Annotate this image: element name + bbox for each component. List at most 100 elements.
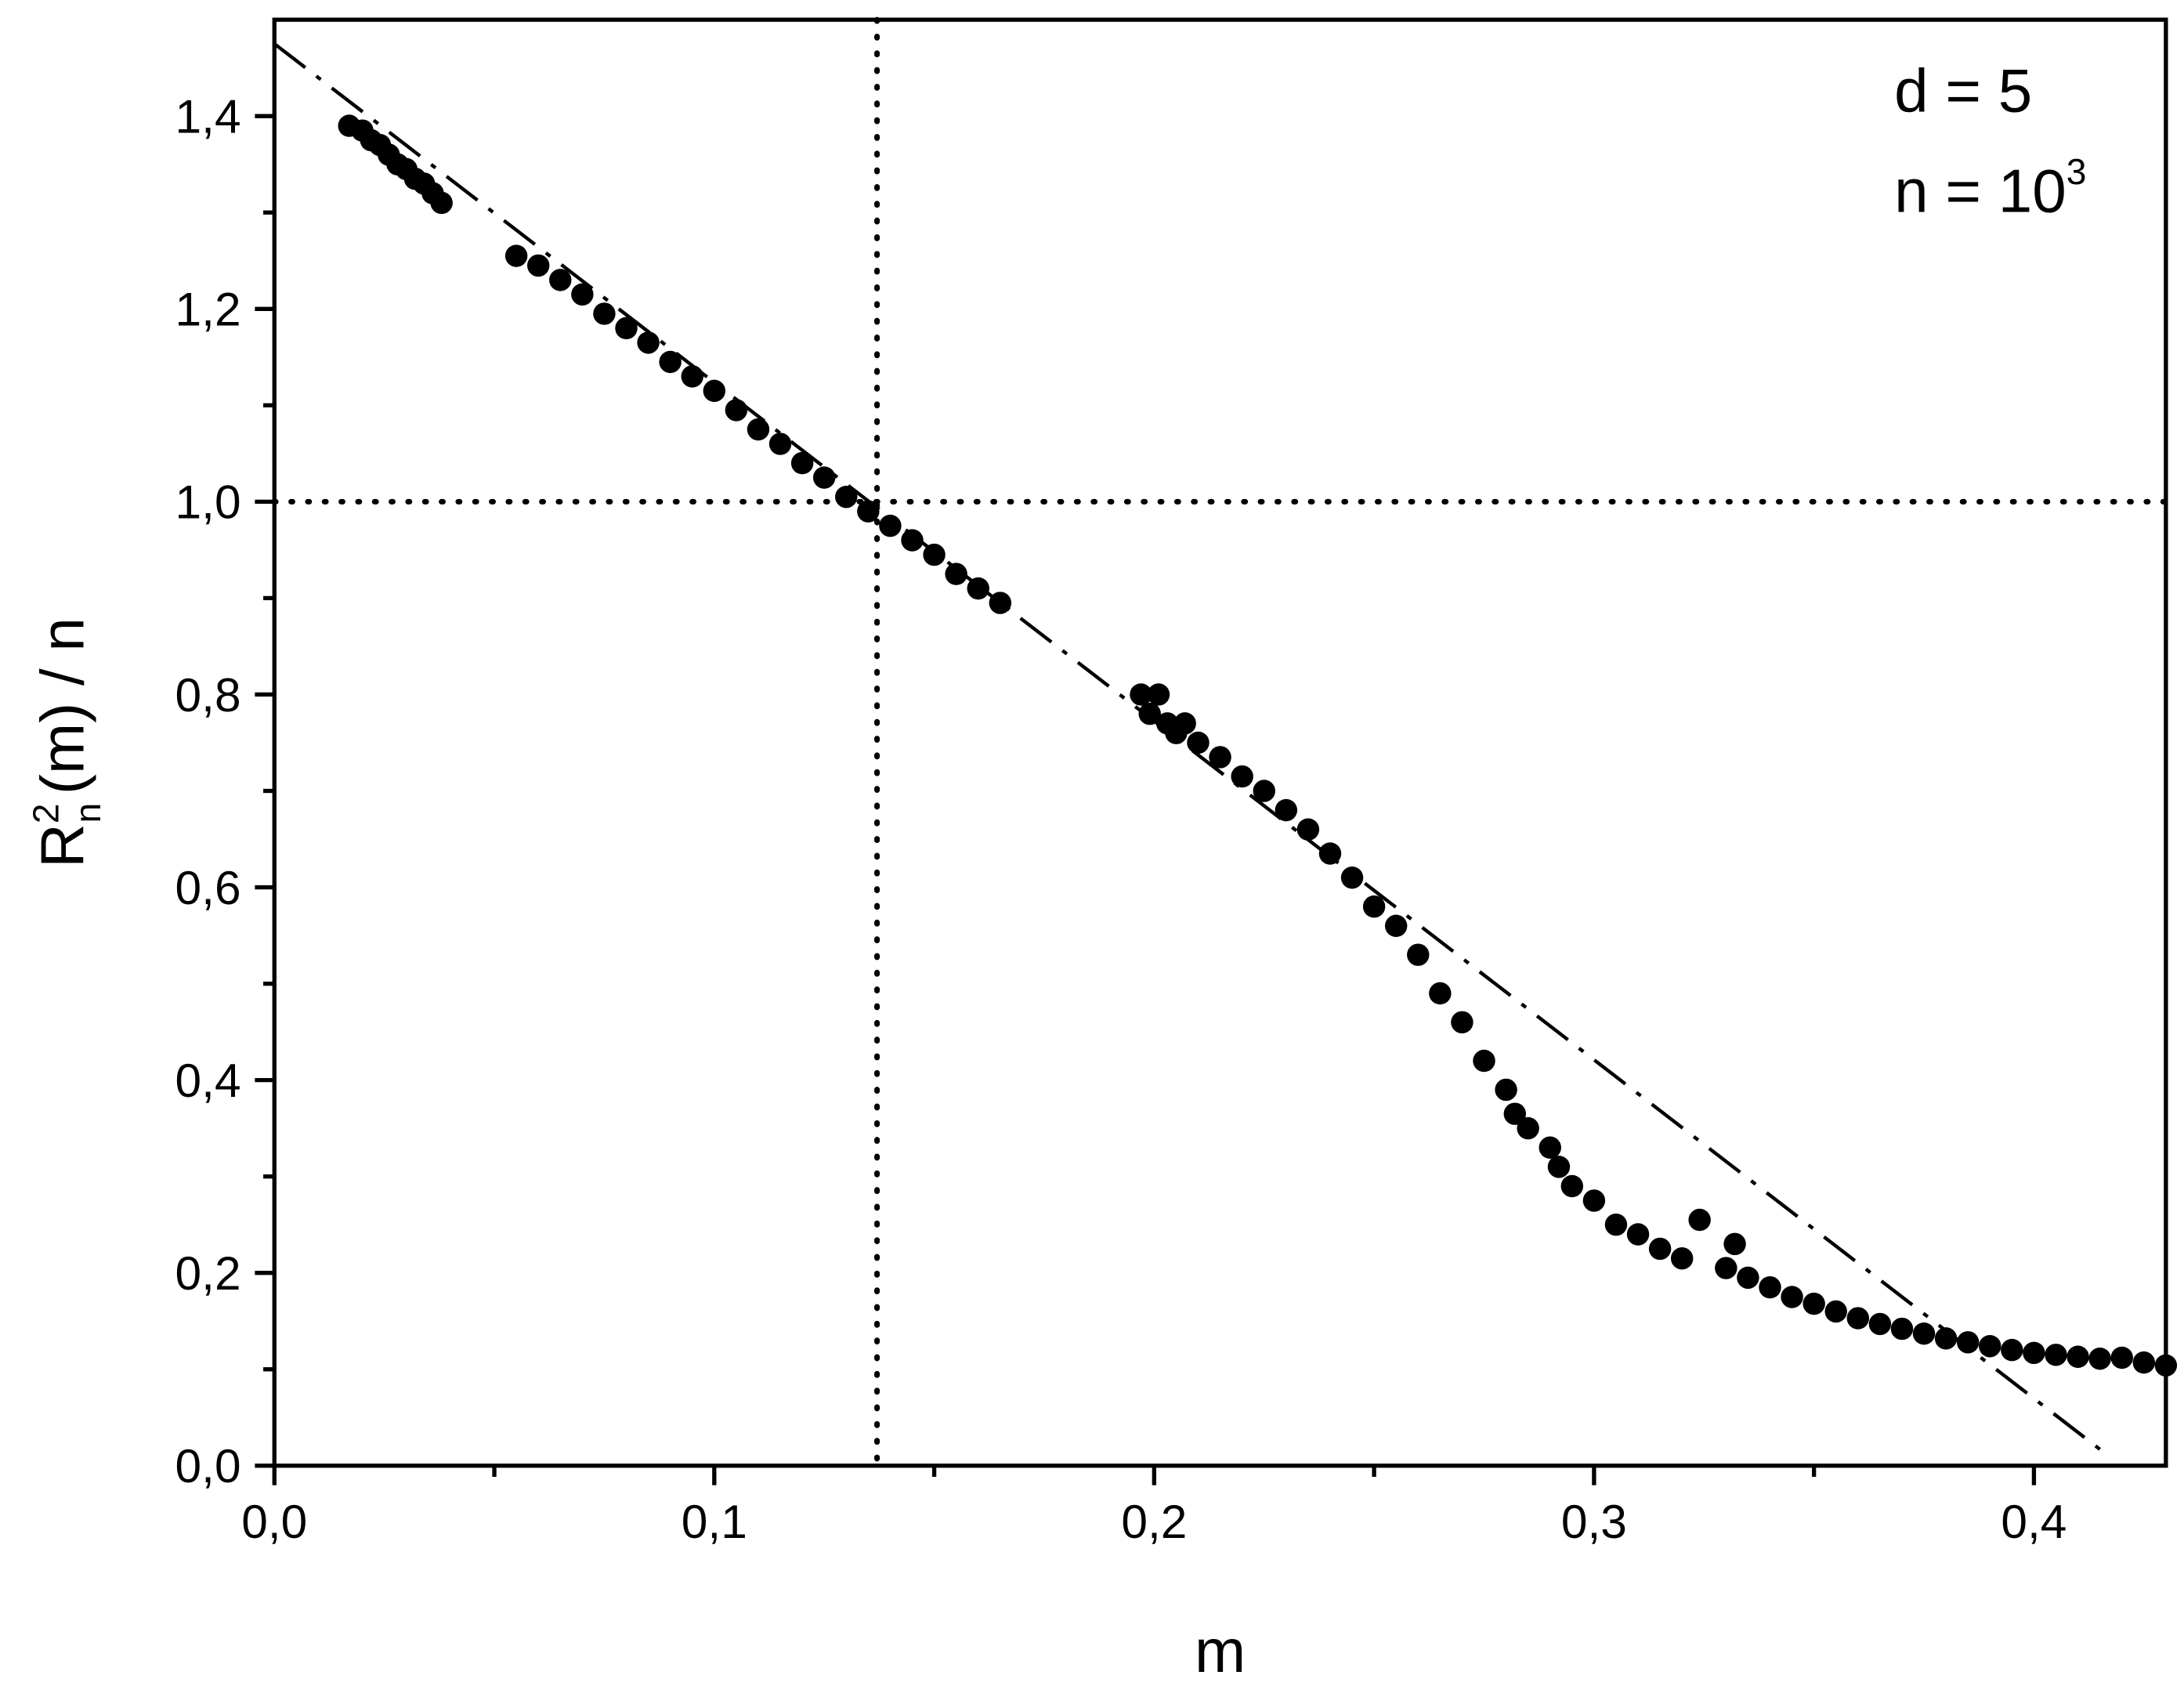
data-point (593, 302, 616, 325)
data-point (2132, 1351, 2156, 1374)
y-tick-label: 0,6 (175, 861, 241, 914)
data-point (526, 254, 550, 277)
data-point (2066, 1345, 2089, 1368)
data-point (2088, 1347, 2111, 1370)
data-point (747, 418, 770, 441)
y-tick-label: 0,0 (175, 1439, 241, 1492)
data-point (1582, 1189, 1606, 1212)
data-point (1868, 1312, 1892, 1336)
data-point (1956, 1331, 1980, 1354)
data-point (1890, 1317, 1914, 1340)
data-point (1495, 1078, 1517, 1102)
data-point (879, 514, 902, 537)
data-point (1318, 842, 1342, 865)
data-point (1737, 1266, 1759, 1290)
data-point (1173, 712, 1196, 735)
y-tick-label: 0,8 (175, 668, 241, 722)
x-tick-label: 0,0 (241, 1495, 307, 1548)
data-point (1539, 1136, 1561, 1159)
y-tick-label: 0,2 (175, 1246, 241, 1300)
data-point (1296, 818, 1320, 841)
data-point (1626, 1223, 1650, 1246)
data-point (1715, 1257, 1737, 1279)
data-point (1979, 1334, 2001, 1358)
data-point (681, 365, 703, 388)
data-point (1451, 1011, 1473, 1034)
data-point (989, 592, 1012, 614)
data-point (790, 451, 814, 475)
data-point (2045, 1344, 2067, 1366)
data-point (1362, 895, 1386, 918)
data-point (1803, 1292, 1825, 1315)
x-tick-label: 0,3 (1561, 1495, 1627, 1548)
data-point (901, 529, 924, 552)
data-point (1340, 867, 1364, 889)
data-point (1503, 1102, 1527, 1125)
y-label-sup: 2 (26, 804, 67, 824)
x-tick-label: 0,1 (682, 1495, 747, 1548)
data-point (1547, 1156, 1571, 1178)
annotation-sup: 3 (2066, 151, 2087, 192)
data-point (637, 331, 660, 354)
fit-line (273, 42, 2110, 1458)
data-point (1560, 1174, 1584, 1198)
data-point (1429, 982, 1452, 1005)
data-point (571, 283, 594, 306)
data-point (857, 500, 880, 523)
data-point (1147, 683, 1170, 706)
data-point (768, 432, 792, 455)
annotation: d = 5 (1894, 56, 2032, 125)
data-point (1759, 1275, 1781, 1299)
data-point (1407, 943, 1430, 966)
data-point (2023, 1341, 2045, 1365)
data-point (1130, 683, 1152, 706)
data-point (1138, 702, 1161, 725)
x-tick-label: 0,2 (1121, 1495, 1187, 1548)
data-point (1670, 1247, 1694, 1270)
data-point (1824, 1300, 1847, 1323)
y-label-rest: (m) / n (28, 617, 97, 794)
data-point (1275, 798, 1298, 822)
data-point (1781, 1286, 1803, 1308)
data-point (2110, 1346, 2133, 1369)
data-point (1384, 914, 1408, 937)
plot-frame (272, 17, 2168, 1468)
data-point (945, 563, 967, 585)
y-tick-label: 1,2 (175, 283, 241, 336)
data-point (2001, 1338, 2023, 1362)
y-tick-label: 1,4 (175, 90, 241, 143)
data-point (1231, 765, 1253, 788)
x-axis-label: m (1195, 1616, 1246, 1685)
y-label-base: R (28, 823, 97, 868)
data-point (1688, 1208, 1711, 1232)
data-point (1604, 1213, 1628, 1236)
data-point (504, 244, 528, 267)
annotation-base: n = 10 (1894, 157, 2066, 226)
data-point (1934, 1327, 1958, 1350)
y-tick-label: 1,0 (175, 476, 241, 529)
data-point (1517, 1116, 1539, 1140)
data-point (1846, 1307, 1870, 1330)
data-point (615, 317, 638, 340)
annotation: n = 103 (1894, 151, 2086, 226)
data-point (659, 350, 682, 374)
data-point (1209, 746, 1231, 769)
y-axis-label: R2n (m) / n (26, 617, 108, 868)
data-point (703, 379, 726, 403)
data-point (1187, 731, 1210, 754)
x-tick-label: 0,4 (2001, 1495, 2066, 1548)
data-point (725, 399, 748, 422)
y-label-sub: n (67, 803, 108, 823)
y-tick-label: 0,4 (175, 1054, 241, 1107)
data-point (1648, 1237, 1672, 1261)
data-point (923, 543, 946, 566)
data-point (835, 485, 858, 508)
data-point (1473, 1049, 1495, 1073)
data-point (967, 577, 989, 600)
data-point (549, 269, 572, 291)
data-point (430, 191, 453, 215)
data-point (812, 466, 836, 489)
data-point (1723, 1232, 1746, 1256)
data-point (1253, 780, 1275, 802)
